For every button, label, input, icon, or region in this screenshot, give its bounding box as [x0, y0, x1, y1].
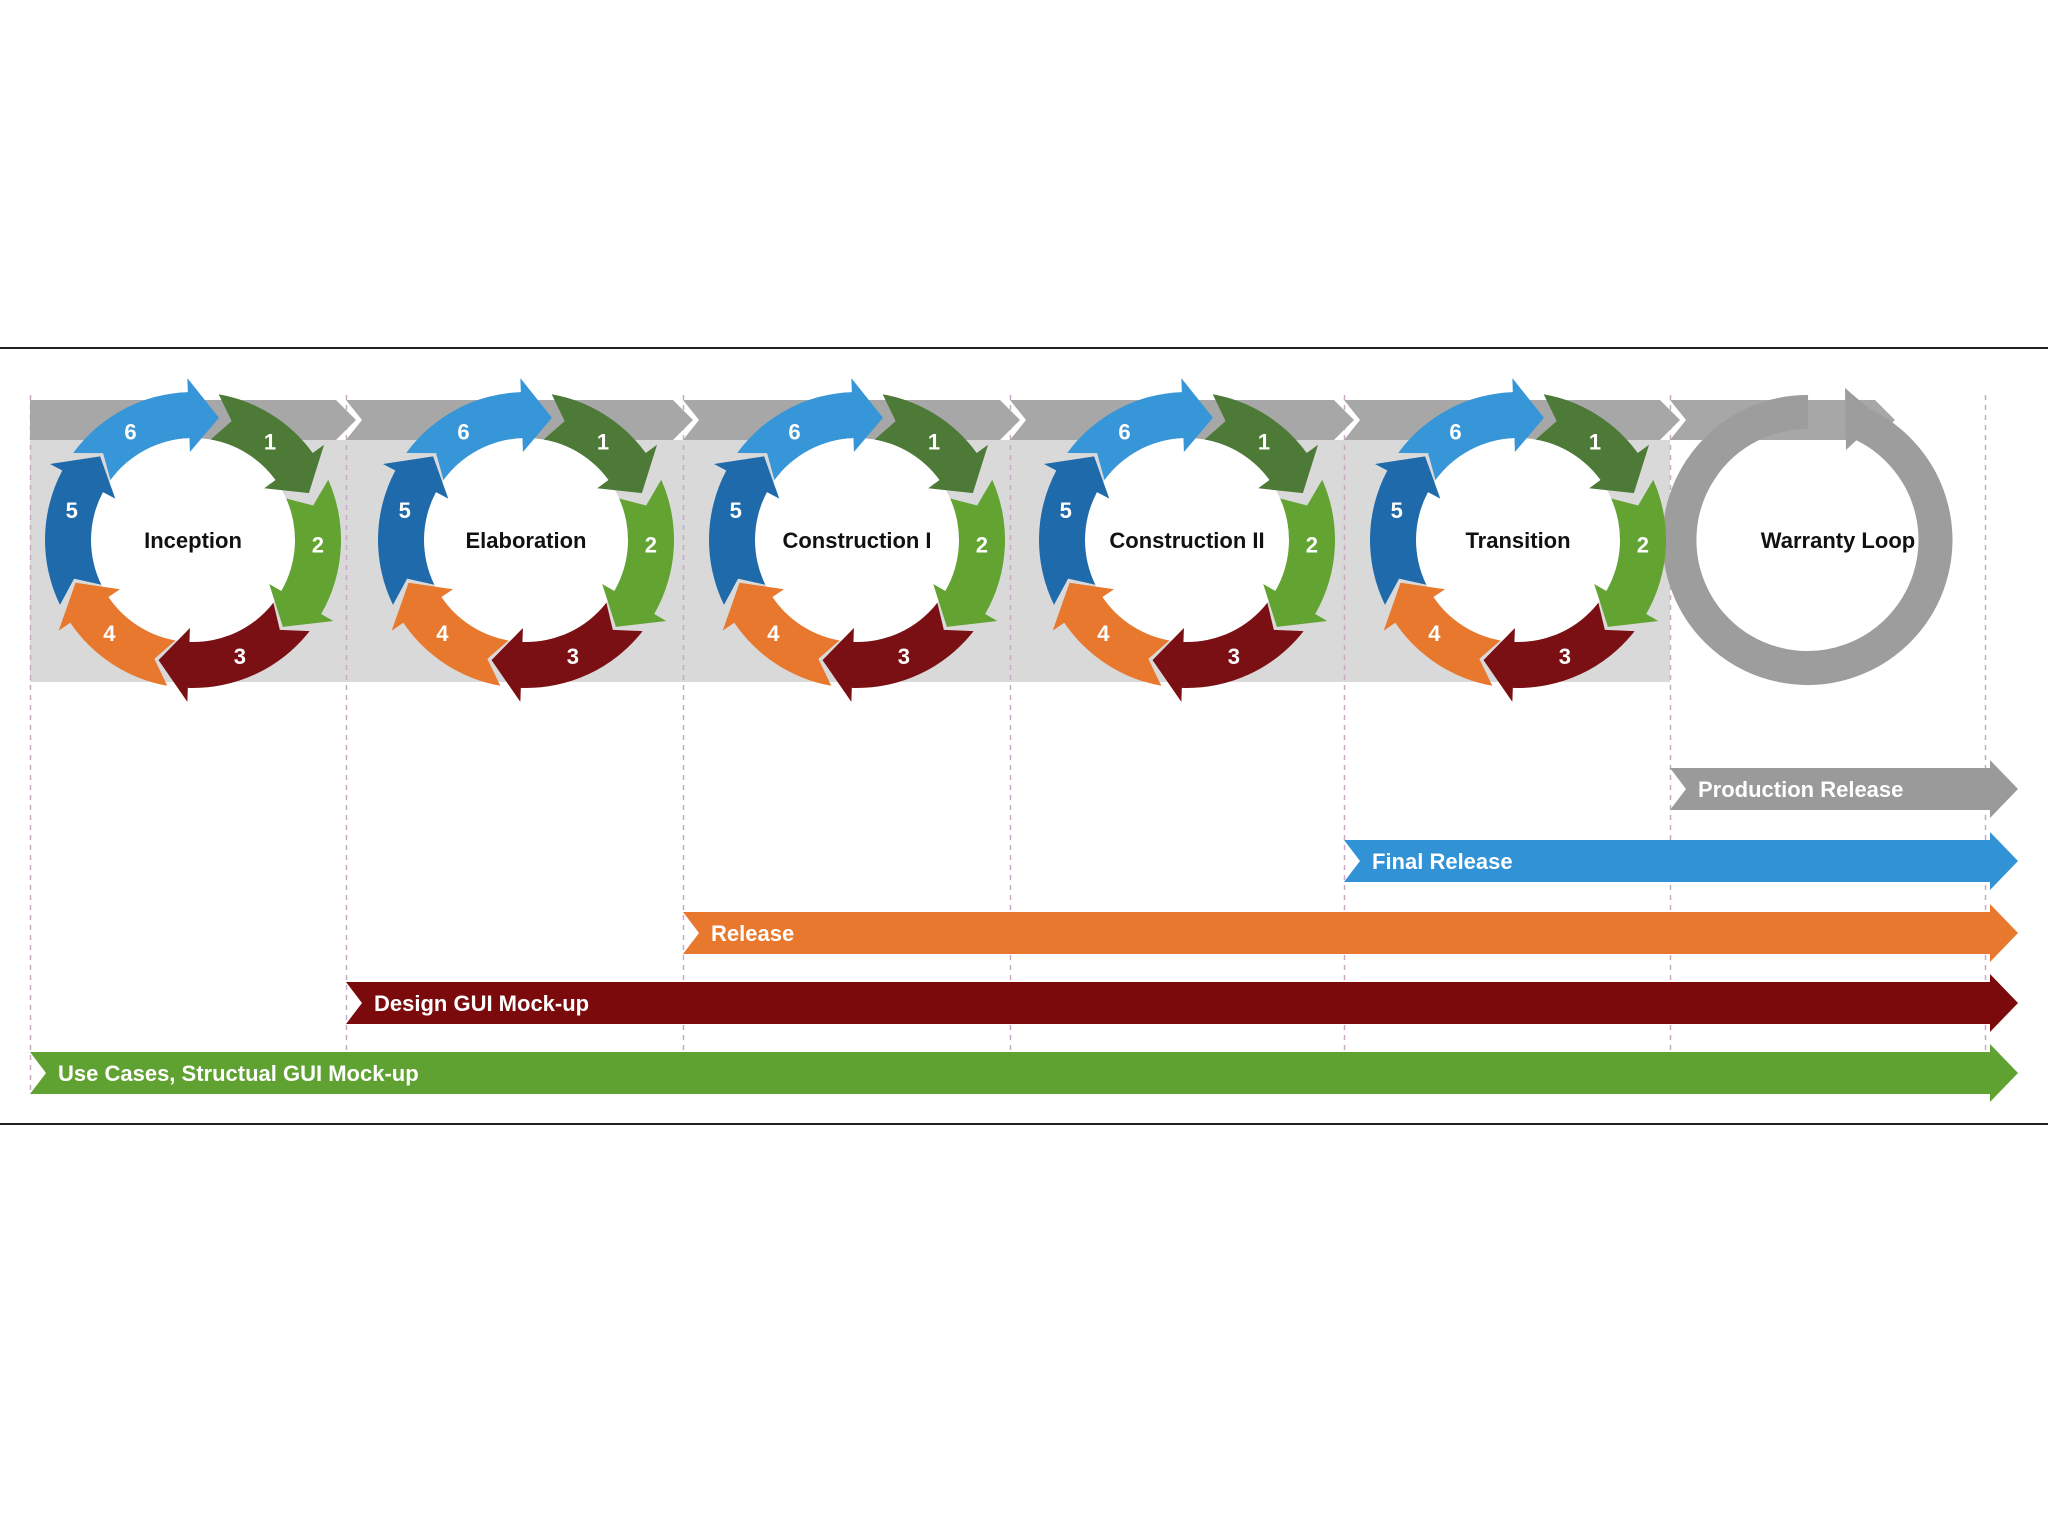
cycle-segment-arrow	[158, 602, 310, 702]
cycle-step-number: 4	[767, 621, 780, 646]
cycle-segment-arrow	[1052, 582, 1170, 686]
cycle-step-number: 2	[1306, 532, 1318, 557]
iteration-cycles: 1 2 3 4 5 6 Inception 1 2 3 4 5 6 Elaboration 1 2 3 4 5 6 Co…	[44, 378, 1666, 702]
cycle-step-number: 2	[1637, 532, 1649, 557]
deliverable-tracks: Production Release Final Release Release De…	[30, 760, 2018, 1102]
phase-label: Inception	[144, 528, 242, 553]
cycle-segment-arrow	[1204, 394, 1319, 494]
cycle-segment-arrow	[406, 378, 552, 481]
cycle-segment-arrow	[1483, 602, 1635, 702]
track-label: Production Release	[1698, 777, 1903, 802]
track-label: Final Release	[1372, 849, 1513, 874]
cycle-segment-arrow	[543, 394, 658, 494]
iteration-cycle: 1 2 3 4 5 6 Elaboration	[378, 378, 674, 702]
cycle-segment-arrow	[708, 456, 780, 605]
track-label: Release	[711, 921, 794, 946]
track-arrow-shape	[683, 904, 2018, 962]
cycle-segment-arrow	[1152, 602, 1304, 702]
cycle-segment-arrow	[933, 479, 1005, 627]
cycle-segment-arrow	[874, 394, 989, 494]
cycle-segment-arrow	[602, 479, 674, 627]
cycle-segment-arrow	[44, 456, 116, 605]
track-arrow: Use Cases, Structual GUI Mock-up	[30, 1044, 2018, 1102]
warranty-arrowhead-icon	[1845, 388, 1880, 450]
cycle-step-number: 4	[103, 621, 116, 646]
phase-dividers	[29, 395, 1987, 1095]
cycle-step-number: 1	[928, 429, 940, 454]
cycle-step-number: 5	[1391, 498, 1403, 523]
warranty-label: Warranty Loop	[1761, 528, 1915, 553]
cycle-segment-arrow	[1535, 394, 1650, 494]
cycle-step-number: 3	[1228, 644, 1240, 669]
cycle-step-number: 2	[312, 532, 324, 557]
cycle-step-number: 5	[66, 498, 78, 523]
cycle-step-number: 5	[730, 498, 742, 523]
iteration-cycle: 1 2 3 4 5 6 Construction I	[708, 378, 1005, 702]
cycle-step-number: 5	[1060, 498, 1072, 523]
cycle-step-number: 6	[124, 420, 136, 445]
track-arrow: Production Release	[1670, 760, 2018, 818]
cycle-segment-arrow	[210, 394, 325, 494]
track-arrow-shape	[30, 1044, 2018, 1102]
track-arrow-shape	[1344, 832, 2018, 890]
cycle-segment-arrow	[1067, 378, 1213, 481]
cycle-segment-arrow	[1398, 378, 1544, 481]
cycle-segment-arrow	[58, 582, 176, 686]
track-arrow: Final Release	[1344, 832, 2018, 890]
cycle-segment-arrow	[822, 602, 974, 702]
cycle-step-number: 6	[1118, 420, 1130, 445]
cycle-segment-arrow	[1039, 456, 1110, 605]
cycle-step-number: 1	[597, 429, 609, 454]
phase-label: Transition	[1465, 528, 1570, 553]
cycle-step-number: 4	[1428, 621, 1441, 646]
cycle-step-number: 3	[1559, 644, 1571, 669]
cycle-step-number: 5	[399, 498, 411, 523]
cycle-step-number: 1	[264, 429, 276, 454]
cycle-center	[91, 438, 295, 642]
cycle-step-number: 4	[436, 621, 449, 646]
cycle-step-number: 3	[898, 644, 910, 669]
cycle-segment-arrow	[269, 479, 341, 627]
cycle-center	[424, 438, 628, 642]
cycle-segment-arrow	[378, 456, 449, 605]
cycle-step-number: 6	[788, 420, 800, 445]
cycle-step-number: 6	[457, 420, 469, 445]
cycle-step-number: 3	[567, 644, 579, 669]
iteration-cycle: 1 2 3 4 5 6 Transition	[1370, 378, 1666, 702]
cycle-step-number: 2	[645, 532, 657, 557]
phase-label: Construction I	[782, 528, 931, 553]
cycle-step-number: 4	[1097, 621, 1110, 646]
cycle-step-number: 2	[976, 532, 988, 557]
cycle-segment-arrow	[1263, 479, 1335, 627]
cycle-segment-arrow	[722, 582, 840, 686]
warranty-loop: Warranty Loop	[1662, 388, 1953, 685]
phase-label: Construction II	[1109, 528, 1264, 553]
cycle-segment-arrow	[737, 378, 883, 481]
phase-label: Elaboration	[465, 528, 586, 553]
track-arrow-shape	[1670, 760, 2018, 818]
iteration-cycle: 1 2 3 4 5 6 Construction II	[1039, 378, 1335, 702]
warranty-ring	[1662, 394, 1953, 685]
track-arrow: Design GUI Mock-up	[346, 974, 2018, 1032]
cycle-segment-arrow	[1383, 582, 1501, 686]
iteration-cycle: 1 2 3 4 5 6 Inception	[44, 378, 341, 702]
cycle-step-number: 3	[234, 644, 246, 669]
cycle-center	[755, 438, 959, 642]
cycle-segment-arrow	[1370, 456, 1441, 605]
cycle-segment-arrow	[1594, 479, 1666, 627]
cycle-step-number: 6	[1449, 420, 1461, 445]
cycle-center	[1416, 438, 1620, 642]
cycle-center	[1085, 438, 1289, 642]
cycle-step-number: 1	[1589, 429, 1601, 454]
cycle-segment-arrow	[391, 582, 509, 686]
track-label: Use Cases, Structual GUI Mock-up	[58, 1061, 419, 1086]
track-label: Design GUI Mock-up	[374, 991, 589, 1016]
cycle-step-number: 1	[1258, 429, 1270, 454]
track-arrow: Release	[683, 904, 2018, 962]
cycle-segment-arrow	[491, 602, 643, 702]
track-arrow-shape	[346, 974, 2018, 1032]
cycle-segment-arrow	[73, 378, 219, 481]
